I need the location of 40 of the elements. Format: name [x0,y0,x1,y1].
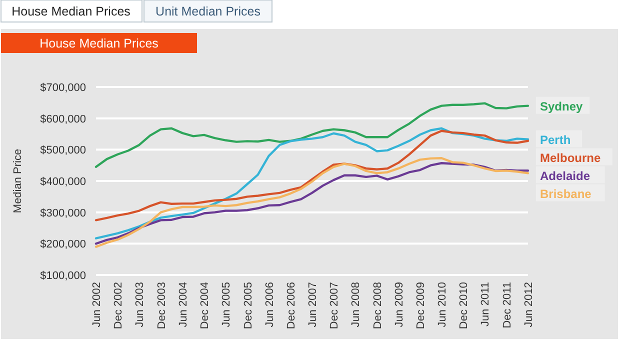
x-tick-label: Dec 2008 [372,282,384,330]
series-label: Perth [540,132,571,147]
x-tick-label: Jun 2007 [306,282,319,328]
y-tick-label: $300,000 [40,207,86,220]
x-tick-label: Dec 2009 [415,282,428,330]
x-tick-label: Jun 2010 [436,282,449,328]
series-label: Melbourne [540,150,601,165]
y-tick-label: $700,000 [40,82,86,94]
line-series [94,127,530,240]
x-tick-label: Dec 2011 [501,282,514,328]
x-tick-label: Dec 2004 [199,282,212,330]
x-tick-label: Jun 2006 [264,282,276,328]
x-tick-label: Dec 2002 [112,282,125,330]
y-axis-title: Median Price [12,148,24,214]
x-tick-label: Dec 2005 [242,282,254,330]
x-tick-label: Jun 2011 [480,282,492,326]
series-label: Adelaide [540,168,590,183]
x-tick-label: Jun 2004 [177,282,190,328]
x-tick-label: Jun 2012 [523,282,535,328]
x-tick-label: Jun 2003 [134,282,146,328]
x-tick-label: Jun 2002 [91,282,103,328]
series-label: Sydney [540,99,584,114]
y-tick-label: $100,000 [40,270,86,282]
y-tick-label: $600,000 [40,113,86,126]
x-tick-label: Dec 2007 [328,282,341,330]
x-tick-label: Dec 2010 [458,282,470,330]
x-tick-label: Jun 2008 [350,282,362,328]
x-tick-label: Dec 2006 [285,282,298,330]
y-tick-label: $500,000 [40,144,86,157]
line-series [94,102,530,168]
line-series [94,130,530,222]
chart-title: House Median Prices [40,36,158,50]
x-tick-label: Dec 2003 [156,282,168,330]
x-tick-label: Jun 2005 [220,282,233,328]
y-tick-label: $200,000 [40,238,86,251]
y-tick-label: $400,000 [40,176,86,188]
text: House Median Prices [12,4,130,18]
x-tick-label: Jun 2009 [393,282,406,328]
text: Unit Median Prices [156,4,260,18]
series-label: Brisbane [540,186,592,201]
